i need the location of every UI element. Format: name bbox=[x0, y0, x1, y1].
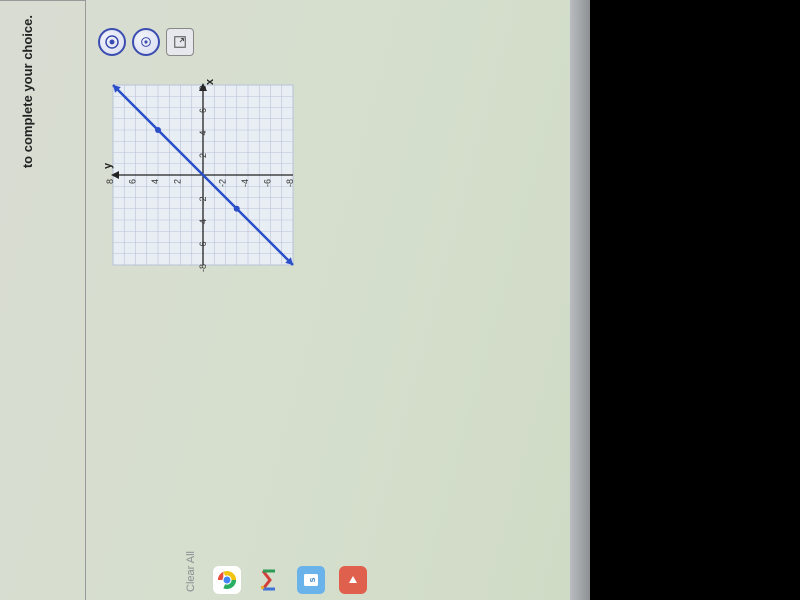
svg-text:-2: -2 bbox=[218, 179, 228, 187]
screen-bezel bbox=[570, 0, 590, 600]
svg-text:-4: -4 bbox=[240, 179, 250, 187]
svg-text:s: s bbox=[307, 577, 317, 582]
app-content-area: to complete your choice. -8 -6 -4 -2 2 4 6 8 -8 -… bbox=[0, 0, 570, 600]
youtube-icon[interactable] bbox=[339, 566, 367, 594]
svg-text:-8: -8 bbox=[198, 264, 208, 272]
svg-text:y: y bbox=[102, 162, 114, 169]
svg-text:6: 6 bbox=[128, 179, 138, 184]
expand-icon bbox=[173, 35, 187, 49]
line-chart: -8-6-4-22468-8-6-4-22468xy bbox=[98, 70, 308, 280]
svg-text:4: 4 bbox=[198, 130, 208, 135]
svg-text:-2: -2 bbox=[198, 196, 208, 204]
svg-text:-6: -6 bbox=[263, 179, 273, 187]
svg-text:6: 6 bbox=[198, 108, 208, 113]
svg-text:8: 8 bbox=[198, 85, 208, 90]
tool-target-1[interactable] bbox=[98, 28, 126, 56]
question-prompt-text: to complete your choice. bbox=[20, 15, 35, 168]
clear-all-button[interactable]: Clear All bbox=[185, 551, 197, 592]
chrome-icon[interactable] bbox=[213, 566, 241, 594]
gmail-m-icon[interactable] bbox=[255, 566, 283, 594]
black-border-region bbox=[590, 0, 800, 600]
chart-container: -8-6-4-22468-8-6-4-22468xy bbox=[98, 70, 308, 285]
svg-text:2: 2 bbox=[198, 153, 208, 158]
svg-text:2: 2 bbox=[173, 179, 183, 184]
target-small-icon bbox=[139, 35, 153, 49]
svg-text:-4: -4 bbox=[198, 219, 208, 227]
panel-divider-vertical bbox=[85, 0, 86, 600]
panel-divider-top bbox=[0, 0, 85, 1]
target-icon bbox=[104, 34, 120, 50]
svg-text:-6: -6 bbox=[198, 241, 208, 249]
tool-expand[interactable] bbox=[166, 28, 194, 56]
tool-target-2[interactable] bbox=[132, 28, 160, 56]
svg-text:-8: -8 bbox=[285, 179, 295, 187]
svg-text:4: 4 bbox=[150, 179, 160, 184]
chart-toolbar bbox=[98, 28, 194, 56]
svg-text:8: 8 bbox=[105, 179, 115, 184]
doc-icon[interactable]: s bbox=[297, 566, 325, 594]
svg-text:x: x bbox=[204, 78, 216, 85]
taskbar-icons: s bbox=[210, 564, 370, 596]
